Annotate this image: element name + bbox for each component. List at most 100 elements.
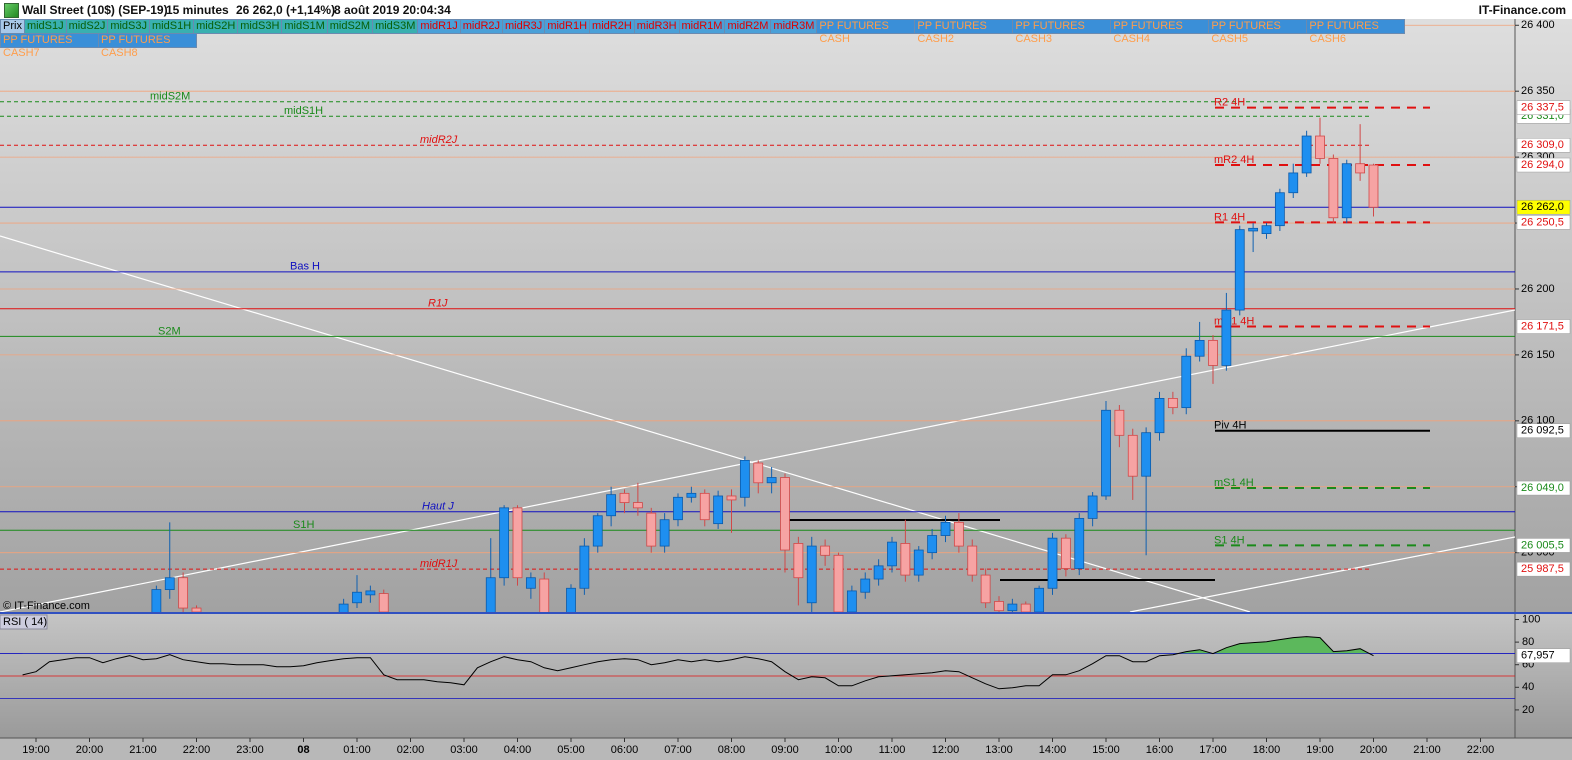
candle-body <box>1141 432 1152 477</box>
toolbar-button[interactable]: midR1J <box>417 19 461 34</box>
toolbar-button[interactable]: midS2H <box>193 19 239 34</box>
level-label: R2 4H <box>1214 97 1245 109</box>
candle-body <box>686 492 697 498</box>
candle-body <box>927 535 938 554</box>
rsi-title-box <box>0 614 48 630</box>
price-tag <box>1516 538 1571 553</box>
x-tick-label: 03:00 <box>450 744 478 756</box>
price-tag <box>1516 480 1571 496</box>
toolbar-button[interactable]: midS3M <box>372 19 419 34</box>
candle-body <box>592 515 603 547</box>
toolbar-button[interactable]: PP FUTURES CASH5 <box>1208 19 1308 45</box>
toolbar-button[interactable]: midR3M <box>770 19 818 34</box>
candle-body <box>913 549 924 576</box>
datetime: 8 août 2019 20:04:34 <box>334 3 451 17</box>
toolbar-button[interactable]: midR2M <box>724 19 772 34</box>
candle-body <box>1181 355 1192 409</box>
toolbar-button[interactable]: PP FUTURES CASH2 <box>914 19 1014 45</box>
candle-body <box>191 607 202 612</box>
toolbar-button[interactable]: midS3J <box>107 19 151 34</box>
price-tag-label: 26 171,5 <box>1521 320 1564 332</box>
candle-body <box>1341 163 1352 219</box>
x-tick-label: 23:00 <box>236 744 264 756</box>
price-tag <box>1516 319 1571 334</box>
toolbar-button[interactable]: midS2M <box>326 19 374 34</box>
toolbar-button[interactable]: PP FUTURES CASH6 <box>1306 19 1406 45</box>
level-label: Bas H <box>290 261 320 273</box>
candle-body <box>994 601 1004 612</box>
x-tick-label: 06:00 <box>611 744 639 756</box>
toolbar-button[interactable]: midS2J <box>65 19 109 34</box>
candle-body <box>753 462 764 484</box>
app-icon <box>4 3 19 18</box>
candle-body <box>1248 227 1259 232</box>
candle-body <box>632 502 643 509</box>
candle-body <box>980 574 991 604</box>
candle-body <box>1101 409 1111 497</box>
toolbar-button[interactable]: PP FUTURES CASH7 <box>0 33 99 59</box>
x-tick-label: 22:00 <box>1467 744 1495 756</box>
x-tick-label: 14:00 <box>1039 744 1067 756</box>
y-tick-label: 26 200 <box>1521 283 1555 295</box>
candle-body <box>1301 135 1312 174</box>
toolbar-button[interactable]: midS1H <box>149 19 195 34</box>
instrument: Wall Street (10$) (SEP-19) <box>22 3 168 17</box>
candle-body <box>860 578 871 593</box>
x-tick-label: 08:00 <box>718 744 746 756</box>
candle-body <box>1060 537 1071 569</box>
toolbar-button[interactable]: PP FUTURES CASH4 <box>1110 19 1210 45</box>
candle-body <box>485 577 496 612</box>
period: 15 minutes <box>166 3 229 17</box>
level-label: midR2J <box>420 134 458 146</box>
toolbar-button[interactable]: midR2H <box>589 19 635 34</box>
level-label: midS2M <box>150 91 190 103</box>
toolbar-button[interactable]: midS1M <box>281 19 328 34</box>
candle-body <box>1288 172 1299 194</box>
candle-body <box>793 543 804 579</box>
y-tick-label: 26 400 <box>1521 19 1555 31</box>
price-panel <box>0 19 1515 613</box>
candle-body <box>178 577 189 609</box>
x-tick-label: 04:00 <box>504 744 532 756</box>
candle-body <box>887 541 897 567</box>
candle-body <box>1007 603 1018 612</box>
candle-body <box>699 492 710 521</box>
candle-body <box>873 565 884 580</box>
price-tag-label: 26 309,0 <box>1521 139 1564 151</box>
candle-body <box>766 477 777 484</box>
candle-body <box>726 495 737 501</box>
watermark: © IT-Finance.com <box>3 600 90 612</box>
rsi-line <box>22 636 1374 690</box>
toolbar-button[interactable]: midS1J <box>23 19 67 34</box>
toolbar-button[interactable]: midR2J <box>459 19 504 34</box>
candle-body <box>1127 434 1138 477</box>
candle-body <box>673 496 683 521</box>
candle-body <box>806 545 817 604</box>
toolbar-button[interactable]: midR3J <box>502 19 546 34</box>
toolbar-button[interactable]: midR1H <box>544 19 591 34</box>
rsi-plot <box>0 636 1515 700</box>
candle-body <box>780 477 790 551</box>
price-tag-label: 26 250,5 <box>1521 216 1564 228</box>
toolbar-button[interactable]: PP FUTURES CASH <box>816 19 916 45</box>
toolbar-button[interactable]: midS3H <box>237 19 283 34</box>
level-label: mR2 4H <box>1214 154 1254 166</box>
toolbar-button[interactable]: PP FUTURES CASH3 <box>1012 19 1112 45</box>
candle-body <box>1034 587 1045 612</box>
rsi-title: RSI ( 14) <box>3 616 47 628</box>
x-tick-label: 19:00 <box>22 744 50 756</box>
price-tag <box>1516 199 1571 215</box>
price-tag-label: 26 005,5 <box>1521 539 1564 551</box>
title-bar: Wall Street (10$) (SEP-19) 15 minutes 26… <box>0 0 1572 19</box>
toolbar-button[interactable]: midR3H <box>633 19 680 34</box>
x-tick-label: 13:00 <box>985 744 1013 756</box>
toolbar-button[interactable]: PP FUTURES CASH8 <box>98 33 197 59</box>
candle-body <box>1208 339 1218 366</box>
toolbar-button[interactable]: Prix <box>0 19 25 34</box>
toolbar-button[interactable]: midR1M <box>678 19 726 34</box>
x-tick-label: 20:00 <box>76 744 104 756</box>
x-tick-label: 19:00 <box>1306 744 1334 756</box>
candle-body <box>566 587 576 612</box>
